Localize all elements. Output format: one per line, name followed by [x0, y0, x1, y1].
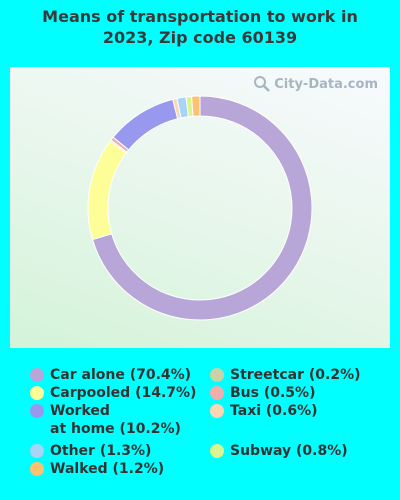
legend-swatch — [30, 404, 44, 418]
watermark-text: City-Data.com — [274, 76, 378, 92]
legend-swatch — [210, 368, 224, 382]
legend-label: Car alone (70.4%) — [50, 367, 192, 383]
legend-label: Taxi (0.6%) — [230, 403, 318, 419]
legend-swatch — [30, 368, 44, 382]
legend-label: Subway (0.8%) — [230, 443, 348, 459]
plot-area: City-Data.com — [10, 67, 390, 348]
legend-swatch — [210, 386, 224, 400]
legend-item: Streetcar (0.2%) — [210, 366, 361, 384]
watermark: City-Data.com — [253, 75, 378, 93]
legend-item: Taxi (0.6%) — [210, 402, 318, 420]
legend-item: Worked at home (10.2%) — [30, 402, 181, 438]
legend-swatch — [30, 462, 44, 476]
legend-label: Walked (1.2%) — [50, 461, 165, 477]
legend: Car alone (70.4%) Streetcar (0.2%) Carpool… — [0, 366, 400, 500]
legend-swatch — [30, 444, 44, 458]
legend-label: Worked at home (10.2%) — [50, 403, 181, 437]
donut-chart — [87, 95, 313, 321]
legend-label: Other (1.3%) — [50, 443, 152, 459]
legend-label: Bus (0.5%) — [230, 385, 316, 401]
legend-item: Carpooled (14.7%) — [30, 384, 196, 402]
donut-slice-0 — [91, 95, 313, 321]
legend-swatch — [210, 404, 224, 418]
legend-item: Car alone (70.4%) — [30, 366, 191, 384]
legend-label: Carpooled (14.7%) — [50, 385, 197, 401]
legend-label: Streetcar (0.2%) — [230, 367, 361, 383]
legend-swatch — [210, 444, 224, 458]
legend-item: Other (1.3%) — [30, 442, 151, 460]
chart-title: Means of transportation to work in 2023,… — [42, 7, 358, 47]
donut-slice-8 — [191, 95, 201, 117]
legend-item: Subway (0.8%) — [210, 442, 348, 460]
donut-slice-4 — [112, 98, 179, 151]
legend-item: Bus (0.5%) — [210, 384, 315, 402]
search-icon — [254, 76, 271, 92]
donut-slice-1 — [87, 140, 127, 241]
legend-swatch — [30, 386, 44, 400]
legend-item: Walked (1.2%) — [30, 460, 164, 478]
